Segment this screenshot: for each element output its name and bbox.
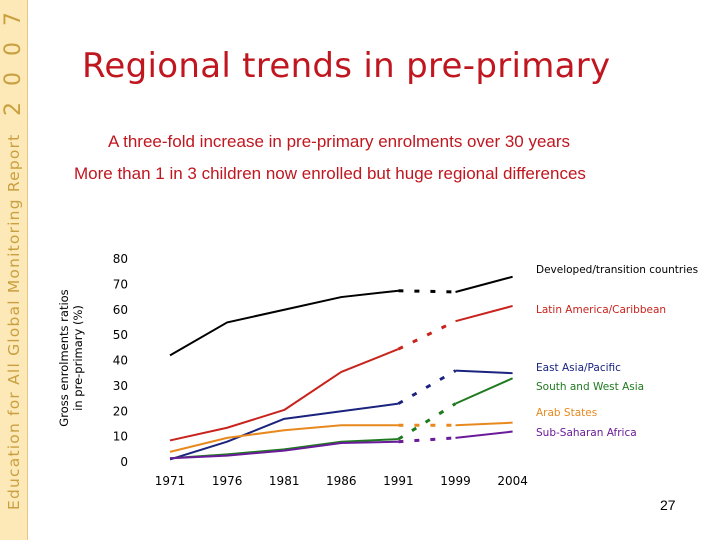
series-gap-dashed	[397, 369, 457, 405]
series-line	[455, 430, 513, 439]
page-number: 27	[660, 497, 676, 513]
series-line	[455, 369, 513, 375]
y-tick-label: 50	[113, 328, 128, 342]
y-axis-label: Gross enrolments ratios	[57, 289, 71, 426]
series-line	[455, 421, 513, 427]
y-tick-label: 80	[113, 252, 128, 266]
subtitle-1: A three-fold increase in pre-primary enr…	[108, 132, 571, 151]
series-label: Latin America/Caribbean	[536, 304, 666, 316]
sidebar-band: 7 0 0 2 Education for All Global Monitor…	[0, 0, 27, 540]
x-tick-label: 2004	[497, 474, 528, 488]
series-gap-dashed	[398, 436, 456, 444]
y-tick-label: 70	[113, 277, 128, 291]
series-line	[169, 402, 399, 461]
series-label: South and West Asia	[536, 381, 644, 393]
x-tick-label: 1981	[269, 474, 300, 488]
series-label: Sub-Saharan Africa	[536, 427, 637, 439]
series-line	[455, 275, 513, 293]
x-tick-label: 1999	[440, 474, 471, 488]
y-tick-label: 10	[113, 430, 128, 444]
series-label: Arab States	[536, 407, 597, 419]
series-gap-dashed	[398, 289, 456, 294]
series-gap-dashed	[397, 319, 457, 351]
y-tick-label: 30	[113, 379, 128, 393]
series-gap-dashed	[397, 402, 457, 441]
series-line	[169, 424, 399, 453]
y-axis-label: in pre-primary (%)	[71, 305, 85, 411]
subtitle-2: More than 1 in 3 children now enrolled b…	[74, 164, 586, 183]
x-tick-label: 1991	[383, 474, 414, 488]
x-tick-label: 1976	[212, 474, 243, 488]
slide-title: Regional trends in pre-primary	[82, 46, 611, 86]
series-line	[455, 304, 513, 323]
x-tick-label: 1986	[326, 474, 357, 488]
y-tick-label: 20	[113, 404, 128, 418]
y-tick-label: 60	[113, 303, 128, 317]
x-tick-label: 1971	[155, 474, 186, 488]
sidebar-divider	[27, 0, 28, 540]
series-line	[169, 440, 399, 460]
series-label: East Asia/Pacific	[536, 362, 621, 374]
series-line	[169, 348, 399, 442]
series-line	[169, 289, 399, 357]
y-tick-label: 0	[120, 455, 128, 469]
y-tick-label: 40	[113, 354, 128, 368]
series-line	[455, 377, 514, 405]
series-label: Developed/transition countries	[536, 264, 698, 276]
